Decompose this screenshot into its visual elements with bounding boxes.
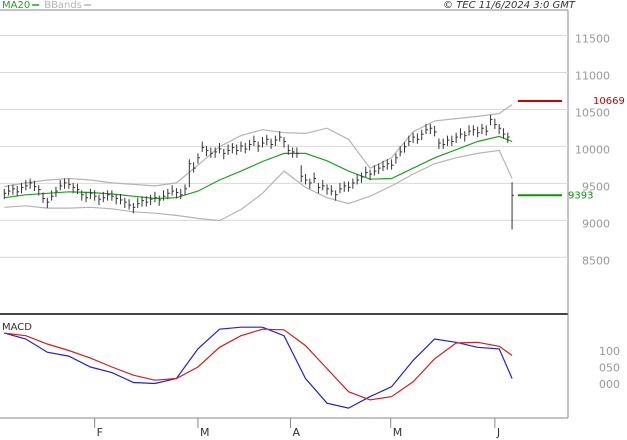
y-tick-label: 9000 — [582, 217, 610, 230]
x-tick-label: M — [393, 426, 403, 439]
x-tick-label: J — [496, 426, 500, 439]
y-tick-label: 050 — [599, 362, 620, 375]
y-tick-label: 10500 — [575, 106, 610, 119]
x-tick-label: M — [200, 426, 210, 439]
y-tick-label: 10000 — [575, 143, 610, 156]
legend-label: BBands — [44, 0, 82, 11]
x-tick-label: A — [292, 426, 300, 439]
y-tick-label: 11500 — [575, 33, 610, 46]
x-tick-label: F — [97, 426, 103, 439]
legend-label: MA20 — [2, 0, 30, 11]
level-label: 9393 — [568, 190, 593, 201]
copyright: © TEC 11/6/2024 3:0 GMT — [443, 0, 576, 11]
y-tick-label: 000 — [599, 378, 620, 391]
panel-title: MACD — [2, 322, 32, 333]
y-tick-label: 100 — [599, 345, 620, 358]
series-line — [4, 328, 513, 401]
y-tick-label: 9500 — [582, 180, 610, 193]
series-line — [4, 104, 513, 188]
series-line — [4, 326, 513, 409]
y-tick-label: 11000 — [575, 70, 610, 83]
y-tick-label: 8500 — [582, 254, 610, 267]
level-label: 10669 — [593, 96, 625, 107]
band-lower — [4, 149, 513, 222]
